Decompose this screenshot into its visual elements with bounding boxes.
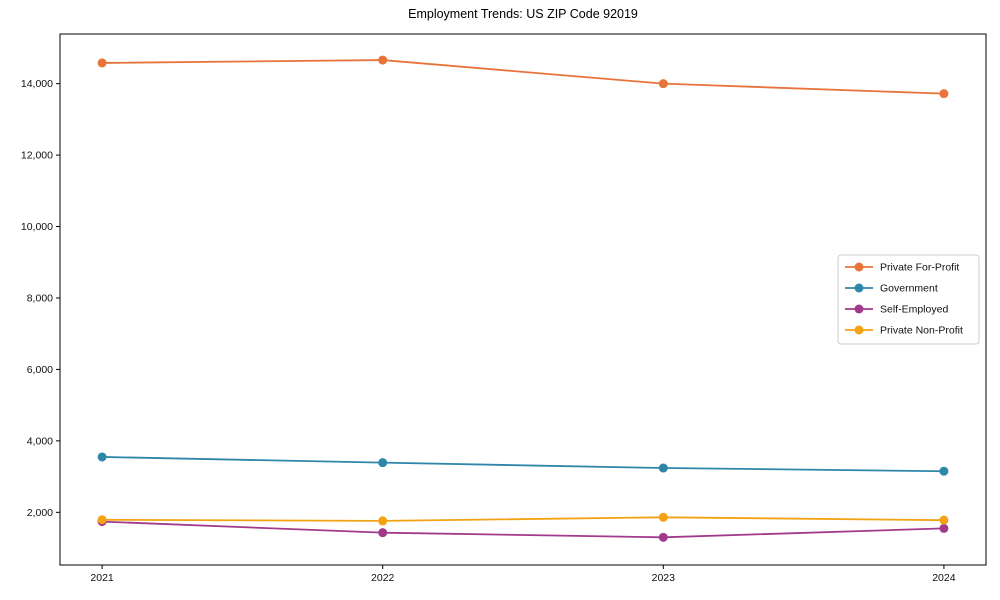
y-axis-tick-label: 2,000 <box>27 507 53 519</box>
x-axis-tick-label: 2024 <box>932 572 956 584</box>
legend-marker-self-employed <box>854 304 864 314</box>
chart-title: Employment Trends: US ZIP Code 92019 <box>408 7 638 21</box>
x-axis-tick-label: 2022 <box>371 572 395 584</box>
data-point-private-non-profit <box>939 515 949 525</box>
legend-box <box>837 254 980 345</box>
legend-marker-private-non-profit <box>854 325 864 335</box>
y-axis-tick-label: 4,000 <box>27 435 53 447</box>
legend-marker-government <box>854 283 864 293</box>
legend-label-self-employed: Self-Employed <box>880 304 948 316</box>
x-axis-tick-label: 2023 <box>652 572 676 584</box>
data-point-self-employed <box>658 532 668 542</box>
data-point-private-for-profit <box>378 55 388 65</box>
data-point-government <box>378 458 388 468</box>
series-line-self-employed <box>102 520 944 539</box>
y-axis-tick-label: 12,000 <box>21 150 53 162</box>
data-point-private-non-profit <box>97 515 107 525</box>
data-point-government <box>939 466 949 476</box>
legend-marker-private-for-profit <box>854 262 864 272</box>
plot-border <box>59 33 987 566</box>
series-line-government <box>102 456 944 473</box>
y-axis-tick-label: 14,000 <box>21 78 53 90</box>
y-axis-tick-label: 6,000 <box>27 364 53 376</box>
data-point-private-for-profit <box>658 79 668 89</box>
data-point-government <box>658 463 668 473</box>
data-point-private-non-profit <box>658 512 668 522</box>
y-axis-tick-label: 10,000 <box>21 221 53 233</box>
data-point-private-non-profit <box>378 516 388 526</box>
data-point-private-for-profit <box>939 89 949 99</box>
legend-label-private-for-profit: Private For-Profit <box>880 262 959 274</box>
data-point-self-employed <box>939 523 949 533</box>
series-line-private-non-profit <box>102 516 944 522</box>
y-axis-tick-label: 8,000 <box>27 292 53 304</box>
data-point-self-employed <box>378 528 388 538</box>
series-line-private-for-profit <box>102 59 944 95</box>
legend-label-government: Government <box>880 283 938 295</box>
data-point-government <box>97 452 107 462</box>
data-point-private-for-profit <box>97 58 107 68</box>
legend-label-private-non-profit: Private Non-Profit <box>880 325 963 337</box>
x-axis-tick-label: 2021 <box>90 572 114 584</box>
